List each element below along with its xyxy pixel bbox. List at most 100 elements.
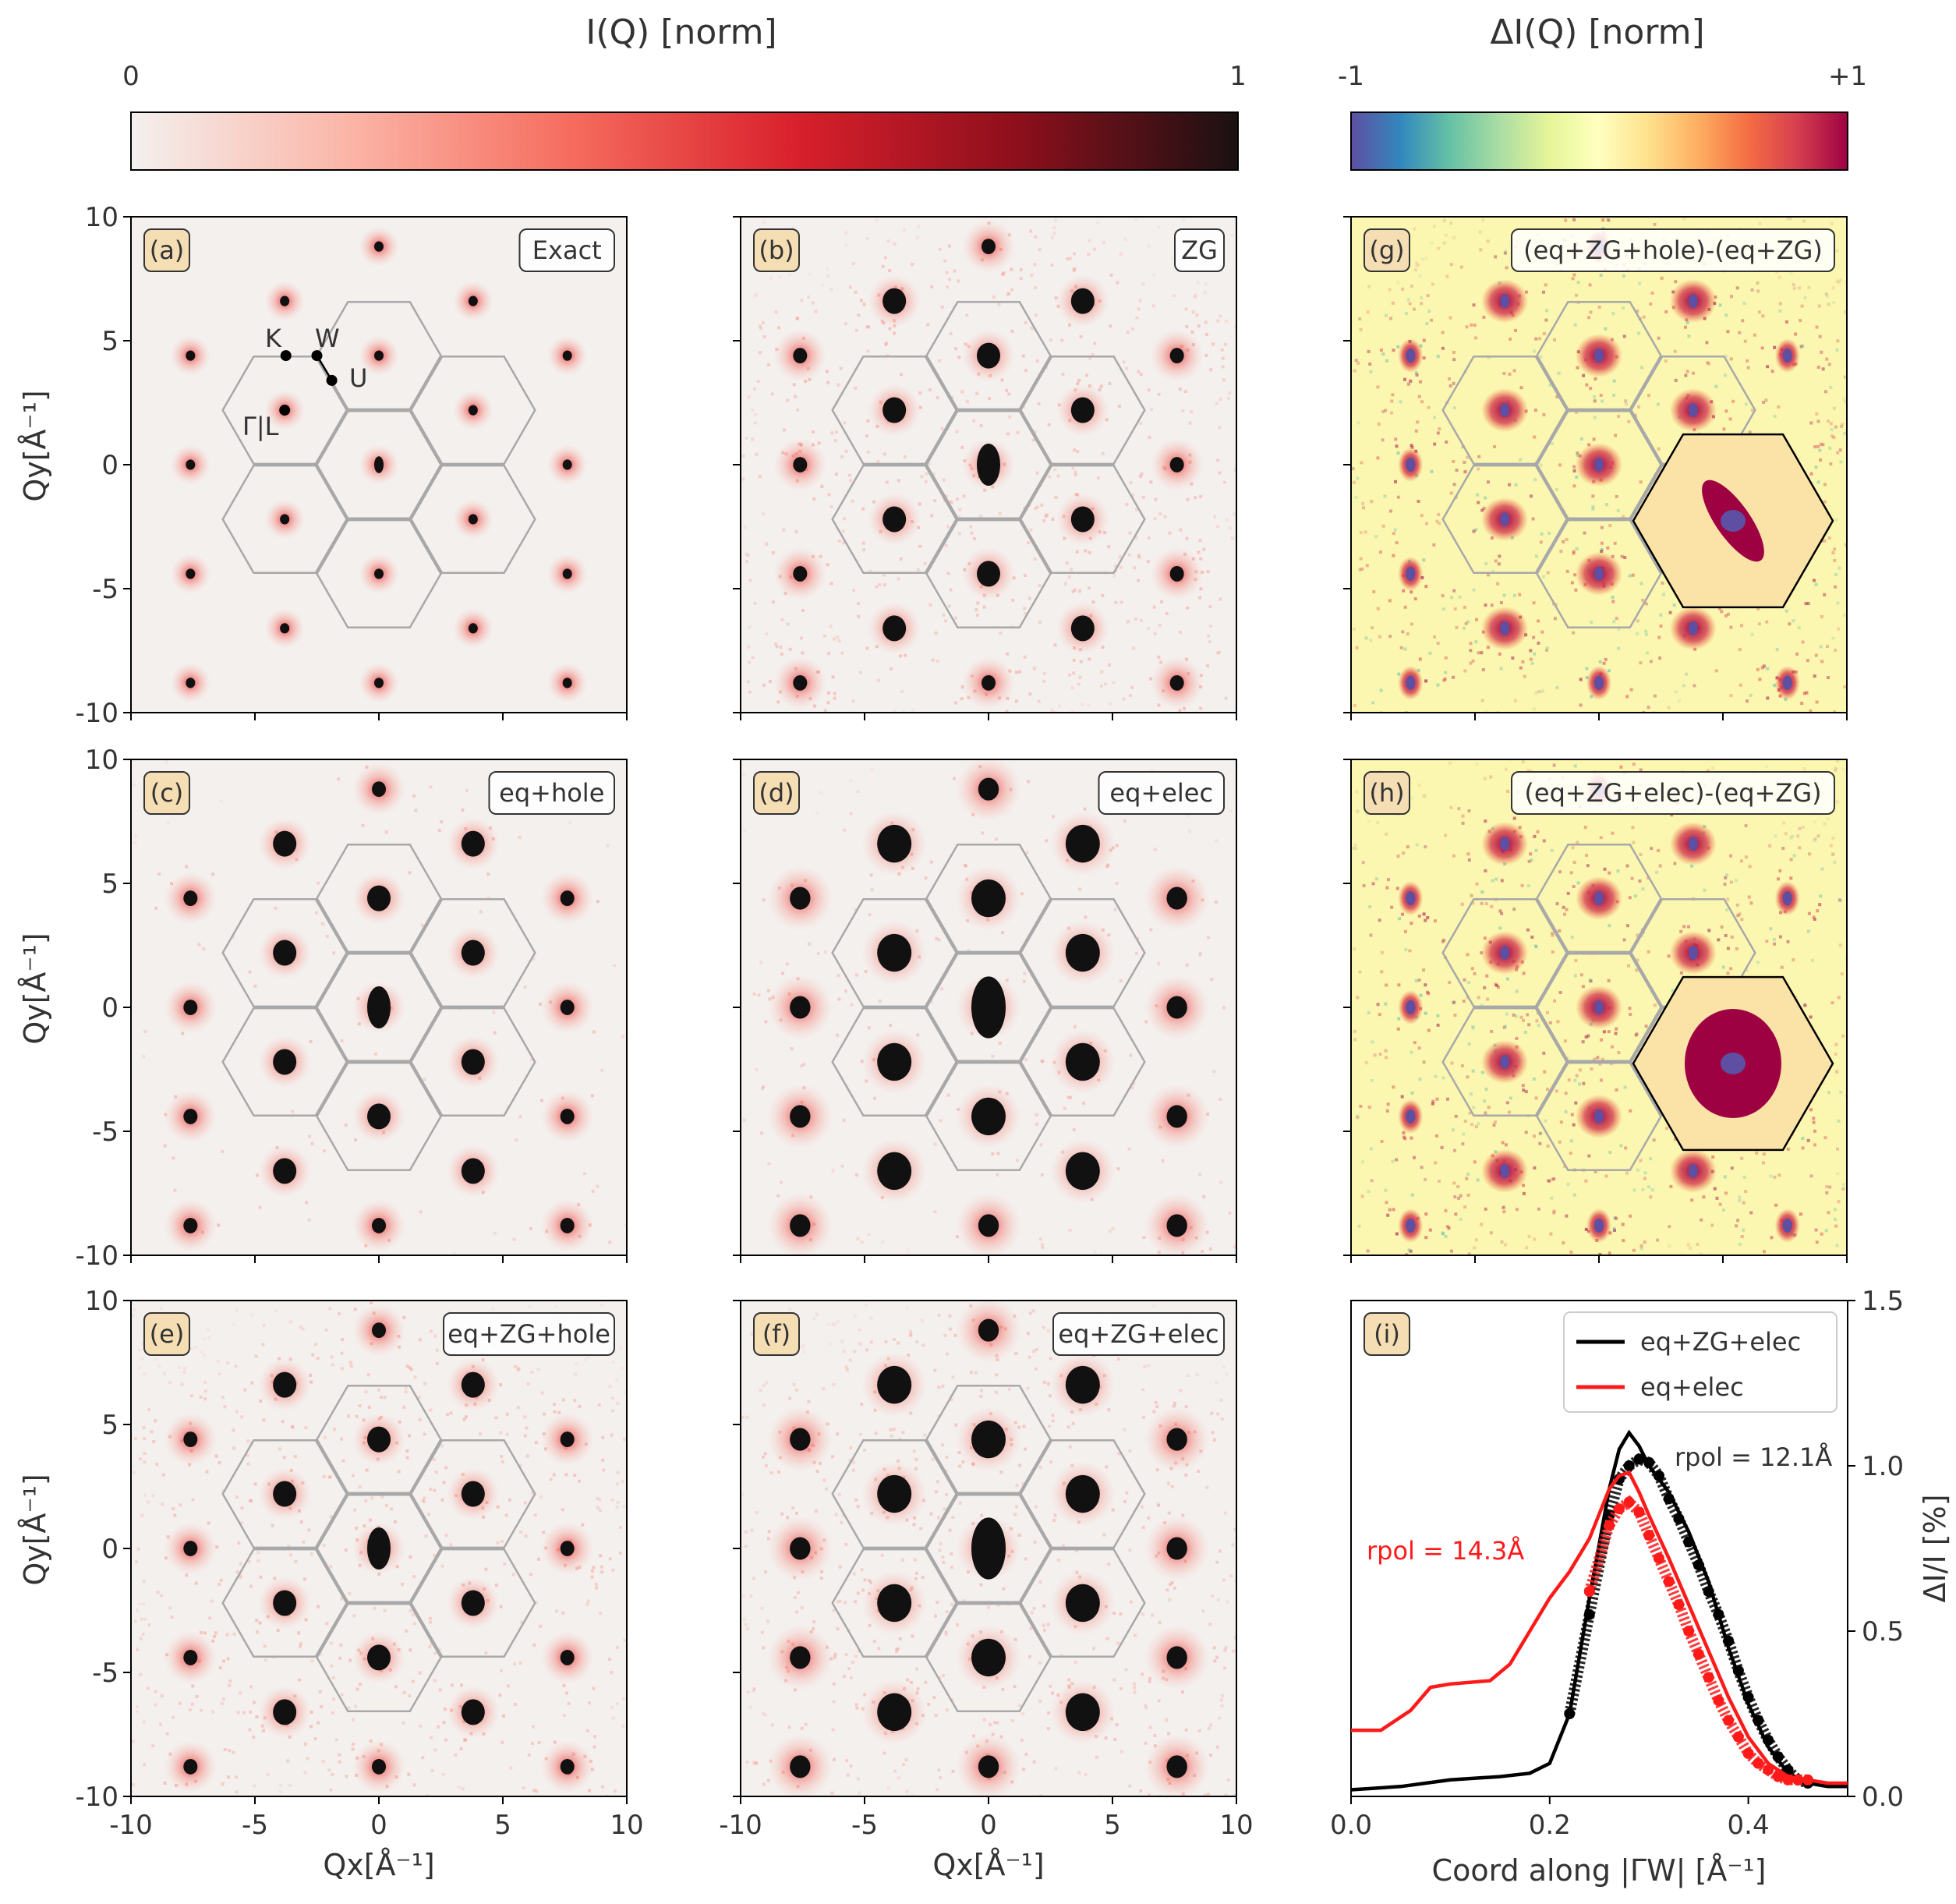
noise-speck [1444,833,1448,837]
noise-speck [1222,1578,1226,1582]
noise-speck [1066,1095,1070,1099]
noise-speck [1119,1750,1123,1754]
noise-speck [1431,282,1434,286]
noise-speck [1470,323,1473,327]
panel-tag: (c) [150,778,184,808]
noise-speck [621,1367,624,1370]
noise-speck [607,1658,611,1662]
noise-speck [1128,1784,1132,1788]
noise-speck [1119,600,1123,604]
noise-speck [586,1355,590,1359]
noise-speck [1653,694,1657,698]
noise-speck [1615,494,1618,498]
noise-speck [194,1581,198,1585]
noise-speck [1833,860,1837,864]
noise-speck [151,1744,155,1748]
bragg-spot [468,623,478,634]
noise-speck [565,1691,568,1695]
noise-speck [1519,386,1523,390]
noise-speck [743,829,747,833]
noise-speck [1410,1193,1414,1197]
bz-hexagon [316,1384,442,1495]
noise-speck [1021,1712,1025,1716]
diff-core [1406,1218,1416,1233]
noise-speck [1723,1175,1727,1179]
noise-speck [837,383,840,387]
noise-speck [1407,1248,1411,1252]
noise-speck [1758,221,1762,225]
noise-speck [1353,843,1357,847]
noise-speck [610,1705,614,1709]
noise-speck [154,906,158,910]
noise-speck [232,1428,235,1432]
noise-speck [562,1398,565,1402]
noise-speck [833,439,837,443]
noise-speck [1039,1794,1043,1796]
noise-speck [1833,547,1837,551]
noise-speck [1590,621,1593,625]
noise-speck [1410,445,1414,449]
noise-speck [832,1700,836,1704]
diff-core [1594,349,1604,363]
noise-speck [1720,925,1724,929]
noise-speck [1477,455,1481,458]
noise-speck [859,299,863,303]
noise-speck [1555,487,1558,491]
noise-speck [1826,295,1829,299]
noise-speck [1818,448,1822,452]
noise-speck [214,1454,218,1458]
noise-speck [1148,1793,1151,1796]
noise-speck [423,1432,426,1436]
noise-speck [1469,649,1473,653]
noise-speck [598,1498,602,1502]
noise-speck [163,1782,167,1785]
noise-speck [769,680,772,683]
noise-speck [951,1516,955,1519]
noise-speck [1619,1144,1623,1148]
noise-speck [1735,1224,1738,1228]
noise-speck [1143,1365,1147,1369]
diff-core [1406,1000,1416,1014]
noise-speck [1731,399,1735,403]
noise-speck [937,938,941,942]
noise-speck [1208,640,1211,644]
noise-speck [979,1583,983,1587]
noise-speck [1073,1025,1077,1028]
noise-speck [1630,876,1634,880]
noise-speck [243,1388,247,1392]
noise-speck [1823,1136,1827,1140]
noise-speck [888,269,892,272]
noise-speck [1131,327,1135,331]
y-tick-label: 5 [101,1410,118,1441]
noise-speck [780,1180,783,1184]
legend-box [1563,1311,1838,1413]
noise-speck [1448,981,1452,984]
noise-speck [530,1058,534,1062]
noise-speck [987,1605,991,1609]
noise-speck [1206,664,1210,667]
noise-speck [858,671,862,674]
bragg-spot [367,1644,391,1671]
bragg-spot [367,885,391,911]
noise-speck [863,1693,867,1697]
bragg-spot [1166,1646,1187,1669]
noise-speck [1417,263,1420,267]
noise-speck [941,1384,945,1388]
noise-speck [1217,650,1221,654]
noise-speck [742,1118,746,1122]
noise-speck [1834,1042,1838,1046]
noise-speck [1370,500,1374,504]
noise-speck [1053,468,1057,472]
noise-speck [815,1313,819,1317]
noise-speck [1724,614,1728,618]
noise-speck [1432,543,1436,547]
noise-speck [1034,313,1038,317]
noise-speck [837,1493,841,1496]
noise-speck [1042,1623,1045,1627]
noise-speck [515,1138,518,1141]
noise-speck [1188,421,1192,425]
noise-speck [352,1614,356,1618]
noise-speck [1453,1195,1457,1198]
noise-speck [1157,961,1161,965]
noise-speck [1522,1184,1525,1187]
